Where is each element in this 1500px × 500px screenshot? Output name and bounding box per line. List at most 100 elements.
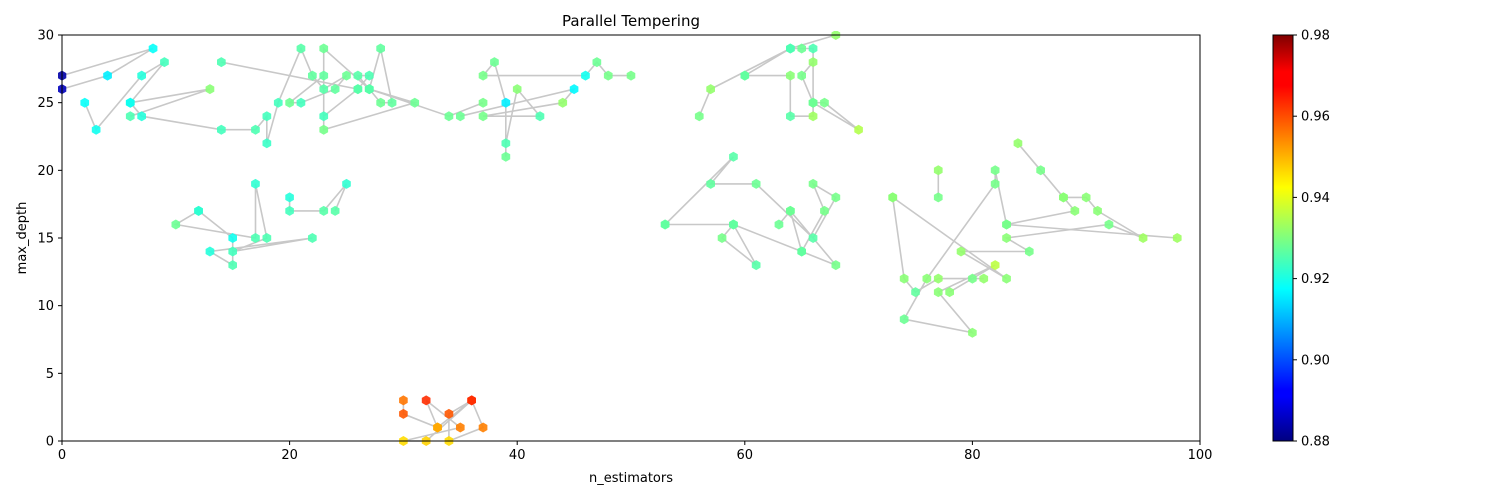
path-line <box>61 47 154 90</box>
data-point <box>319 124 329 135</box>
data-point <box>797 43 806 54</box>
data-point <box>990 178 1000 189</box>
x-tick-label: 80 <box>964 448 981 463</box>
data-point <box>979 273 989 284</box>
data-point <box>820 205 829 216</box>
data-point <box>308 233 317 243</box>
data-point <box>1036 165 1045 176</box>
colorbar-tick-label: 0.96 <box>1301 110 1330 125</box>
chart-title: Parallel Tempering <box>562 12 700 30</box>
path-line <box>84 46 484 144</box>
x-tick-label: 100 <box>1188 448 1213 463</box>
data-point <box>956 246 966 257</box>
data-point <box>603 70 613 81</box>
data-point <box>478 422 488 433</box>
path-line <box>698 34 837 117</box>
path-line <box>744 47 860 131</box>
path-line <box>221 61 359 90</box>
data-point <box>797 70 806 81</box>
x-tick-label: 60 <box>737 448 754 463</box>
data-point <box>319 84 329 95</box>
data-point <box>319 205 329 216</box>
data-point <box>581 70 590 81</box>
data-point <box>490 57 499 68</box>
colorbar-tick-label: 0.94 <box>1301 191 1330 206</box>
data-point <box>922 273 932 284</box>
data-point <box>808 233 818 243</box>
data-point <box>285 97 294 108</box>
path-line <box>288 183 348 212</box>
y-tick-label: 30 <box>37 29 54 44</box>
data-point <box>968 273 977 284</box>
data-point <box>467 395 476 406</box>
data-point <box>205 246 215 257</box>
data-point <box>501 138 511 149</box>
data-point <box>399 395 408 406</box>
data-point <box>933 165 943 176</box>
data-point <box>376 43 385 54</box>
data-point <box>512 84 522 95</box>
colorbar-ticks: 0.88 0.90 0.92 0.94 0.96 0.98 <box>1293 29 1330 450</box>
y-tick-label: 15 <box>37 232 54 247</box>
data-point <box>1081 192 1091 203</box>
data-point <box>501 97 511 108</box>
data-point <box>456 111 465 122</box>
data-point <box>1002 219 1011 230</box>
data-point <box>228 233 237 243</box>
data-point <box>296 97 306 108</box>
data-point <box>103 70 112 81</box>
data-point <box>751 178 761 189</box>
data-point <box>933 287 943 298</box>
data-point <box>592 57 602 68</box>
data-point <box>251 124 260 135</box>
data-point <box>786 205 795 216</box>
data-point <box>854 124 863 135</box>
x-axis-ticks: 0 20 40 60 80 100 <box>58 441 1213 463</box>
data-point <box>751 260 761 271</box>
data-point <box>478 111 488 122</box>
data-point <box>1025 246 1034 257</box>
data-point <box>478 70 488 81</box>
data-point <box>808 97 818 108</box>
data-point <box>319 43 329 54</box>
data-point <box>1013 138 1023 149</box>
colorbar-tick-label: 0.90 <box>1301 353 1330 368</box>
y-tick-label: 25 <box>37 96 54 111</box>
data-point <box>945 287 954 298</box>
data-point <box>205 84 215 95</box>
data-point <box>808 178 818 189</box>
data-point <box>1104 219 1114 230</box>
x-tick-label: 0 <box>58 448 66 463</box>
y-axis-ticks: 0 5 10 15 20 25 30 <box>37 29 62 450</box>
data-point <box>319 70 329 81</box>
data-point <box>444 111 454 122</box>
data-point <box>558 97 568 108</box>
data-point <box>990 165 1000 176</box>
data-point <box>1070 205 1080 216</box>
data-point <box>501 151 511 162</box>
path-line <box>664 156 837 266</box>
colorbar-tick-label: 0.88 <box>1301 435 1330 450</box>
data-point <box>933 273 943 284</box>
data-point <box>399 408 408 419</box>
x-tick-label: 40 <box>509 448 526 463</box>
data-point <box>285 205 294 216</box>
data-point <box>125 111 135 122</box>
data-point <box>786 111 795 122</box>
data-point <box>285 192 294 203</box>
data-point <box>808 43 818 54</box>
data-point <box>968 327 977 338</box>
data-point <box>330 205 340 216</box>
data-point <box>911 287 920 298</box>
data-point <box>251 178 260 189</box>
data-point <box>342 178 351 189</box>
data-point <box>456 422 465 433</box>
data-point <box>251 233 260 243</box>
data-point <box>137 111 146 122</box>
data-point <box>364 70 374 81</box>
data-point <box>990 260 1000 271</box>
data-point <box>410 97 420 108</box>
data-point <box>319 111 329 122</box>
data-point <box>1059 192 1068 203</box>
path-line <box>1006 223 1178 239</box>
